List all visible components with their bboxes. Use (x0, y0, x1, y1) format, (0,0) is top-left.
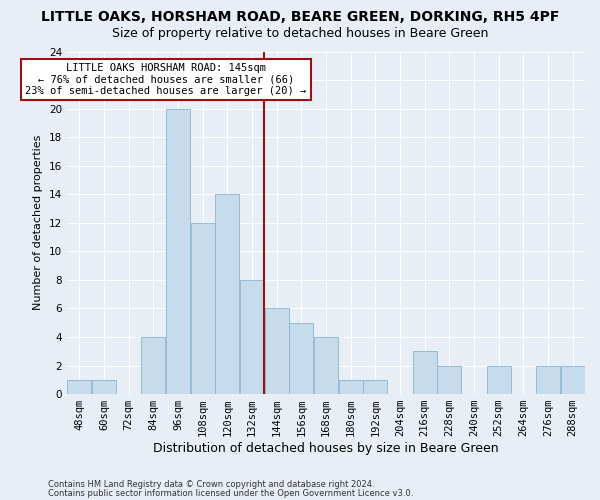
Bar (364, 380, 388, 394)
Bar (92, 380, 116, 394)
Bar (437, 366, 461, 394)
Text: LITTLE OAKS, HORSHAM ROAD, BEARE GREEN, DORKING, RH5 4PF: LITTLE OAKS, HORSHAM ROAD, BEARE GREEN, … (41, 10, 559, 24)
Bar (289, 322, 313, 394)
Text: Size of property relative to detached houses in Beare Green: Size of property relative to detached ho… (112, 28, 488, 40)
Bar (413, 352, 437, 394)
Bar (67, 380, 91, 394)
Bar (314, 337, 338, 394)
Text: Contains public sector information licensed under the Open Government Licence v3: Contains public sector information licen… (48, 490, 413, 498)
Bar (339, 380, 362, 394)
X-axis label: Distribution of detached houses by size in Beare Green: Distribution of detached houses by size … (153, 442, 499, 455)
Bar (561, 366, 584, 394)
Bar (487, 366, 511, 394)
Bar (142, 337, 166, 394)
Bar (240, 280, 264, 394)
Text: Contains HM Land Registry data © Crown copyright and database right 2024.: Contains HM Land Registry data © Crown c… (48, 480, 374, 489)
Bar (215, 194, 239, 394)
Bar (536, 366, 560, 394)
Bar (265, 308, 289, 394)
Bar (191, 223, 215, 394)
Text: LITTLE OAKS HORSHAM ROAD: 145sqm
← 76% of detached houses are smaller (66)
23% o: LITTLE OAKS HORSHAM ROAD: 145sqm ← 76% o… (25, 63, 307, 96)
Y-axis label: Number of detached properties: Number of detached properties (34, 135, 43, 310)
Bar (166, 108, 190, 394)
